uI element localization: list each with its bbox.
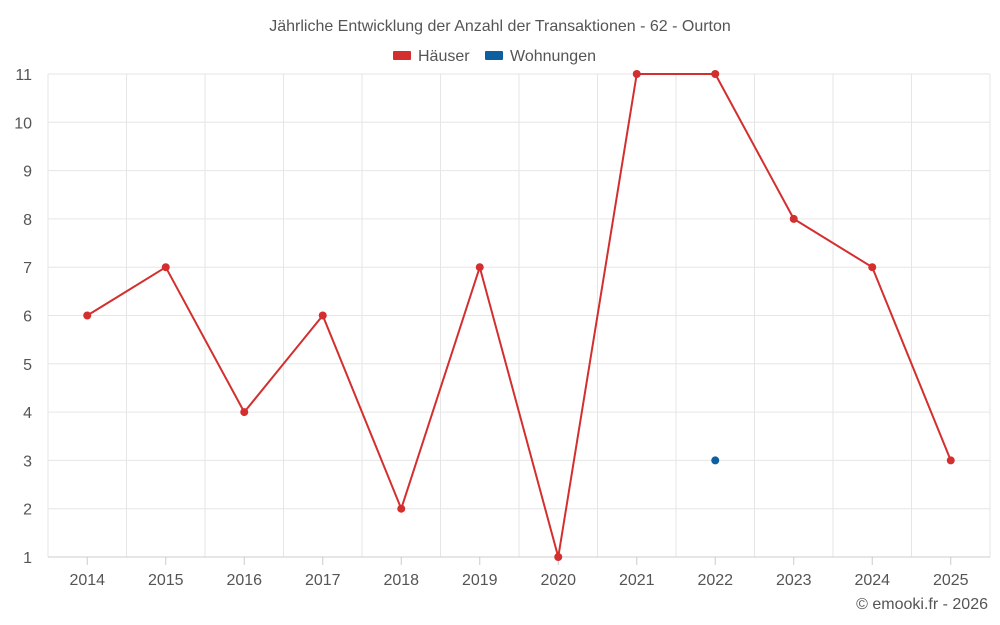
chart-title: Jährliche Entwicklung der Anzahl der Tra… [269, 18, 731, 35]
x-tick-label: 2020 [540, 572, 576, 589]
y-tick-label: 7 [23, 260, 32, 277]
y-tick-label: 8 [23, 212, 32, 229]
y-tick-label: 10 [14, 115, 32, 132]
data-point-haeuser[interactable] [161, 263, 170, 272]
y-tick-label: 11 [15, 67, 32, 84]
data-point-haeuser[interactable] [240, 408, 249, 417]
y-tick-label: 6 [23, 309, 32, 326]
y-tick-label: 2 [23, 502, 32, 519]
x-axis: 2014 2015 2016 2017 2018 2019 2020 2021 2022 2023… [48, 556, 990, 589]
credit-text: © emooki.fr - 2026 [856, 596, 988, 613]
x-tick-label: 2015 [148, 572, 184, 589]
legend: Häuser Wohnungen [393, 48, 596, 65]
data-point-haeuser[interactable] [946, 456, 955, 465]
y-axis: 1 2 3 4 5 6 7 8 9 10 11 [14, 67, 32, 567]
x-tick-label: 2021 [619, 572, 655, 589]
legend-swatch-haeuser [393, 51, 411, 60]
x-tick-label: 2022 [697, 572, 733, 589]
legend-item-haeuser[interactable]: Häuser [393, 48, 470, 65]
legend-label-wohnungen: Wohnungen [510, 48, 596, 65]
data-point-haeuser[interactable] [318, 311, 327, 320]
grid [47, 73, 991, 558]
y-tick-label: 9 [23, 164, 32, 181]
y-tick-label: 3 [23, 453, 32, 470]
series-wohnungen [711, 456, 720, 465]
data-point-haeuser[interactable] [632, 70, 641, 78]
x-tick-label: 2018 [383, 572, 419, 589]
legend-swatch-wohnungen [485, 51, 503, 60]
series-haeuser [83, 70, 955, 561]
y-tick-label: 1 [23, 550, 32, 567]
data-point-haeuser[interactable] [475, 263, 484, 272]
data-point-haeuser[interactable] [868, 263, 877, 272]
legend-item-wohnungen[interactable]: Wohnungen [485, 48, 596, 65]
x-tick-label: 2023 [776, 572, 812, 589]
x-tick-label: 2025 [933, 572, 969, 589]
legend-label-haeuser: Häuser [418, 48, 470, 65]
series-layer [83, 70, 955, 561]
data-point-haeuser[interactable] [789, 214, 798, 223]
y-tick-label: 5 [23, 357, 32, 374]
series-line-haeuser [86, 73, 952, 558]
data-point-wohnungen[interactable] [711, 456, 720, 465]
x-tick-label: 2017 [305, 572, 341, 589]
data-point-haeuser[interactable] [711, 70, 720, 78]
data-point-haeuser[interactable] [397, 504, 406, 513]
data-point-haeuser[interactable] [83, 311, 92, 320]
x-tick-label: 2014 [69, 572, 105, 589]
data-point-haeuser[interactable] [554, 553, 563, 561]
x-tick-label: 2019 [462, 572, 498, 589]
y-tick-label: 4 [23, 405, 32, 422]
x-tick-label: 2024 [854, 572, 890, 589]
x-tick-label: 2016 [226, 572, 262, 589]
